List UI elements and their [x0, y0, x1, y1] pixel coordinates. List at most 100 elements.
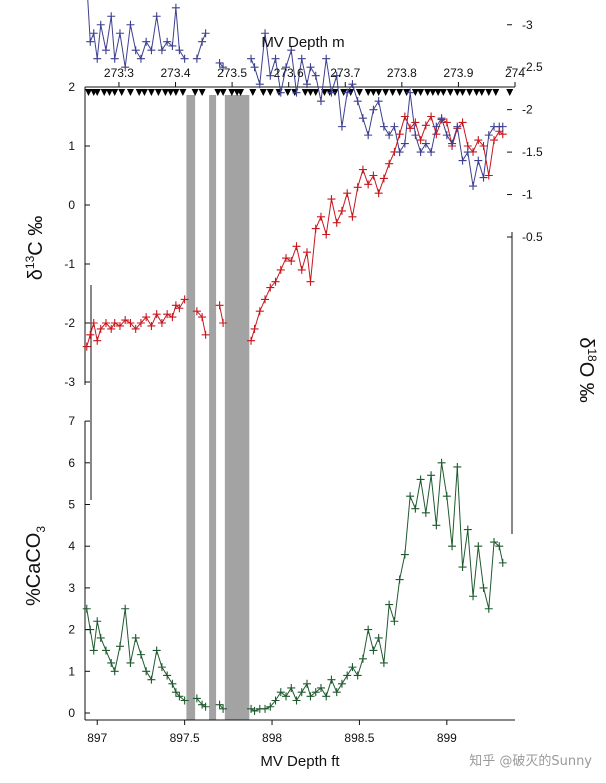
series-o18-point — [126, 20, 135, 29]
series-caco3-point — [136, 650, 145, 659]
bottom-axis-title: MV Depth ft — [260, 753, 340, 770]
series-o18-point — [168, 41, 177, 50]
series-o18-point — [93, 54, 102, 63]
c13-tick-label-5: -3 — [64, 375, 75, 389]
series-c13-point — [261, 295, 270, 304]
series-c13-point — [115, 321, 124, 330]
series-o18-point — [271, 54, 280, 63]
series-c13-point — [416, 136, 425, 145]
series-c13-point — [379, 174, 388, 183]
series-caco3-point — [411, 504, 420, 513]
series-c13-point — [406, 124, 415, 133]
series-caco3-line — [86, 608, 185, 701]
series-c13-point — [86, 330, 95, 339]
series-o18-point — [437, 114, 446, 123]
sample-marker — [485, 89, 493, 96]
sample-marker — [369, 89, 377, 96]
series-caco3-point — [261, 704, 270, 713]
series-o18-point — [292, 88, 301, 97]
series-c13-point — [215, 301, 224, 310]
sample-marker — [396, 89, 404, 96]
o18-tick-label-3: -2 — [522, 103, 533, 117]
series-caco3-point — [96, 633, 105, 642]
series-c13-point — [198, 313, 207, 322]
series-c13-line — [86, 299, 186, 347]
series-c13-point — [287, 257, 296, 266]
sample-marker — [312, 89, 320, 96]
series-o18-point — [427, 148, 436, 157]
sample-marker — [355, 89, 363, 96]
series-o18-point — [266, 71, 275, 80]
sample-marker — [100, 89, 108, 96]
series-c13-point — [498, 130, 507, 139]
sample-marker — [411, 89, 419, 96]
series-c13-point — [255, 307, 264, 316]
series-c13-point — [157, 319, 166, 327]
sample-marker — [306, 89, 314, 96]
sample-marker — [140, 89, 148, 96]
series-caco3-point — [297, 688, 306, 697]
series-o18-point — [131, 46, 140, 55]
series-caco3-point — [316, 683, 325, 692]
series-caco3-point — [147, 675, 156, 684]
series-caco3-point — [131, 633, 140, 642]
sample-marker — [259, 89, 267, 96]
series-c13-point — [411, 118, 420, 127]
series-o18-point — [379, 122, 388, 131]
series-caco3-point — [282, 692, 291, 701]
series-caco3-point — [292, 696, 301, 705]
series-c13-point — [490, 136, 499, 145]
sample-marker — [492, 89, 500, 96]
series-o18-point — [171, 3, 180, 12]
series-c13-point — [180, 295, 189, 304]
sample-marker — [473, 89, 481, 96]
series-caco3-point — [453, 462, 462, 471]
series-caco3-point — [306, 692, 315, 701]
series-caco3-point — [266, 702, 275, 711]
sample-marker — [439, 89, 447, 96]
series-caco3-point — [479, 583, 488, 592]
c13-title-sup: 13 — [23, 255, 37, 269]
series-caco3-point — [287, 683, 296, 692]
data-series — [82, 0, 507, 715]
series-c13-point — [316, 212, 325, 221]
series-caco3-point — [463, 525, 472, 534]
series-o18-point — [337, 122, 346, 131]
series-o18-point — [215, 58, 224, 67]
o18-title-rest: O ‰ — [575, 362, 597, 403]
series-caco3-point — [276, 688, 285, 697]
series-o18-point — [411, 131, 420, 140]
series-o18-point — [250, 63, 259, 72]
series-o18-point — [255, 80, 264, 89]
series-c13-point — [96, 324, 105, 333]
series-o18-point — [463, 148, 472, 157]
bottom-tick-label-4: 899 — [437, 731, 457, 745]
series-c13-point — [201, 330, 210, 339]
caco3-tick-label-1: 6 — [68, 456, 75, 470]
series-caco3-point — [219, 704, 228, 713]
series-o18-line — [219, 62, 224, 68]
caco3-tick-label-7: 0 — [68, 706, 75, 720]
series-o18-point — [142, 37, 151, 46]
series-c13-point — [353, 183, 362, 192]
sample-marker — [167, 89, 175, 96]
series-caco3-point — [364, 625, 373, 634]
series-o18-point — [86, 37, 95, 46]
sample-marker — [84, 89, 92, 96]
sample-marker — [266, 89, 274, 96]
series-c13-point — [93, 336, 102, 345]
o18-title-sup: 18 — [585, 348, 599, 362]
series-o18-point — [311, 71, 320, 80]
series-c13-point — [484, 171, 493, 180]
series-caco3-point — [332, 688, 341, 697]
series-c13-point — [126, 319, 135, 327]
o18-tick-label-2: -1.5 — [522, 145, 543, 159]
series-caco3-point — [484, 604, 493, 613]
sample-marker — [135, 89, 143, 96]
top-tick-label-3: 273.6 — [274, 66, 304, 80]
series-caco3-point — [358, 654, 367, 663]
series-c13 — [82, 112, 507, 351]
sample-marker — [93, 89, 101, 96]
series-o18-point — [192, 54, 201, 63]
series-c13-line — [219, 305, 224, 324]
